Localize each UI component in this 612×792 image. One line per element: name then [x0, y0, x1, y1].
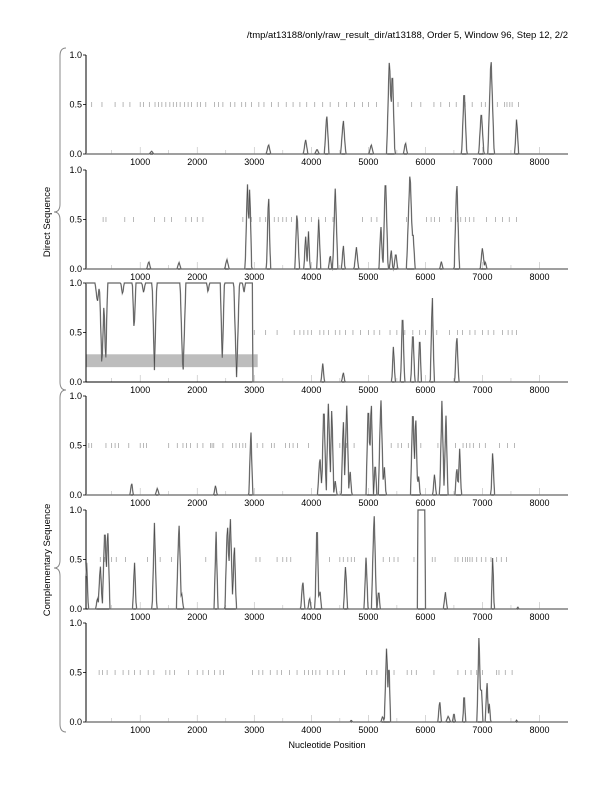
direct-sequence-label: Direct Sequence [42, 187, 53, 257]
x-tick-label: 4000 [301, 157, 321, 167]
x-tick-label: 3000 [244, 385, 264, 395]
y-tick-label: 1.0 [69, 278, 82, 288]
x-tick-label: 4000 [301, 272, 321, 282]
highlight-band [86, 354, 258, 368]
series-line [86, 400, 568, 496]
x-tick-label: 7000 [472, 612, 492, 622]
y-tick-label: 0.0 [69, 264, 82, 274]
series-line [85, 509, 568, 610]
series-line-shadow [86, 62, 568, 155]
x-tick-label: 7000 [472, 725, 492, 735]
y-tick-label: 1.0 [69, 50, 82, 60]
panel-5: 0.0 0.5 1.0 1000 2000 3000 4000 5000 6000 7000 800… [69, 505, 568, 622]
series-line [86, 62, 568, 155]
y-tick-label: 0.0 [69, 149, 82, 159]
x-tick-label: 4000 [301, 612, 321, 622]
y-tick-label: 0.5 [69, 215, 82, 225]
x-tick-label: 2000 [187, 612, 207, 622]
x-tick-label: 5000 [358, 385, 378, 395]
x-tick-label: 7000 [472, 498, 492, 508]
x-tick-label: 6000 [415, 498, 435, 508]
y-tick-label: 1.0 [69, 505, 82, 515]
x-tick-label: 3000 [244, 272, 264, 282]
y-tick-label: 0.0 [69, 604, 82, 614]
y-tick-label: 0.0 [69, 717, 82, 727]
x-tick-label: 8000 [529, 272, 549, 282]
y-tick-label: 0.0 [69, 490, 82, 500]
y-tick-label: 0.5 [69, 328, 82, 338]
y-tick-label: 0.5 [69, 441, 82, 451]
x-tick-label: 5000 [358, 157, 378, 167]
x-tick-label: 5000 [358, 272, 378, 282]
x-axis-label: Nucleotide Position [288, 740, 365, 750]
x-tick-label: 8000 [529, 612, 549, 622]
x-tick-label: 5000 [358, 612, 378, 622]
x-tick-label: 1000 [130, 725, 150, 735]
x-tick-label: 1000 [130, 157, 150, 167]
x-tick-label: 6000 [415, 725, 435, 735]
series-line-shadow [85, 509, 568, 610]
x-tick-label: 6000 [415, 385, 435, 395]
x-tick-label: 7000 [472, 157, 492, 167]
y-tick-label: 0.5 [69, 100, 82, 110]
series-line-shadow [86, 176, 568, 272]
x-tick-label: 4000 [301, 498, 321, 508]
series-line-shadow [86, 637, 568, 723]
x-tick-label: 2000 [187, 385, 207, 395]
x-tick-label: 4000 [301, 385, 321, 395]
y-tick-label: 1.0 [69, 391, 82, 401]
y-tick-label: 1.0 [69, 165, 82, 175]
x-tick-label: 2000 [187, 498, 207, 508]
series-line [86, 176, 568, 271]
complementary-sequence-label: Complementary Sequence [42, 504, 53, 616]
x-tick-label: 1000 [130, 498, 150, 508]
panel-1: 0.0 0.5 1.0 1000 2000 3000 4000 5000 6000 7000 800… [69, 50, 568, 167]
x-tick-label: 3000 [244, 725, 264, 735]
x-tick-label: 4000 [301, 725, 321, 735]
x-tick-label: 5000 [358, 498, 378, 508]
y-tick-label: 0.5 [69, 555, 82, 565]
panel-4: 0.0 0.5 1.0 1000 2000 3000 4000 5000 6000 7000 800… [69, 391, 568, 508]
panel-3: 0.0 0.5 1.0 1000 2000 3000 4000 5000 6000 7000 800… [69, 278, 568, 395]
x-tick-label: 6000 [415, 272, 435, 282]
panel-2: 0.0 0.5 1.0 1000 2000 3000 4000 5000 6000 7000 800… [69, 165, 568, 282]
series-line [86, 282, 568, 383]
x-tick-label: 7000 [472, 385, 492, 395]
direct-sequence-brace [53, 47, 67, 391]
x-tick-label: 1000 [130, 612, 150, 622]
x-tick-label: 8000 [529, 725, 549, 735]
y-tick-label: 0.0 [69, 377, 82, 387]
x-tick-label: 6000 [415, 612, 435, 622]
x-tick-label: 2000 [187, 157, 207, 167]
y-tick-label: 1.0 [69, 618, 82, 628]
x-tick-label: 2000 [187, 725, 207, 735]
panel-6: 0.0 0.5 1.0 1000 2000 3000 4000 5000 6000 7000 800… [69, 618, 568, 735]
complementary-sequence-brace [53, 389, 67, 733]
x-tick-label: 1000 [130, 385, 150, 395]
x-tick-label: 1000 [130, 272, 150, 282]
x-tick-label: 8000 [529, 498, 549, 508]
x-tick-label: 5000 [358, 725, 378, 735]
x-tick-label: 8000 [529, 385, 549, 395]
chart-title: /tmp/at13188/only/raw_result_dir/at13188… [247, 30, 568, 41]
y-tick-label: 0.5 [69, 668, 82, 678]
x-tick-label: 3000 [244, 498, 264, 508]
series-line [86, 637, 568, 723]
x-tick-label: 8000 [529, 157, 549, 167]
x-tick-label: 7000 [472, 272, 492, 282]
x-tick-label: 6000 [415, 157, 435, 167]
x-tick-label: 3000 [244, 612, 264, 622]
x-tick-label: 3000 [244, 157, 264, 167]
x-tick-label: 2000 [187, 272, 207, 282]
